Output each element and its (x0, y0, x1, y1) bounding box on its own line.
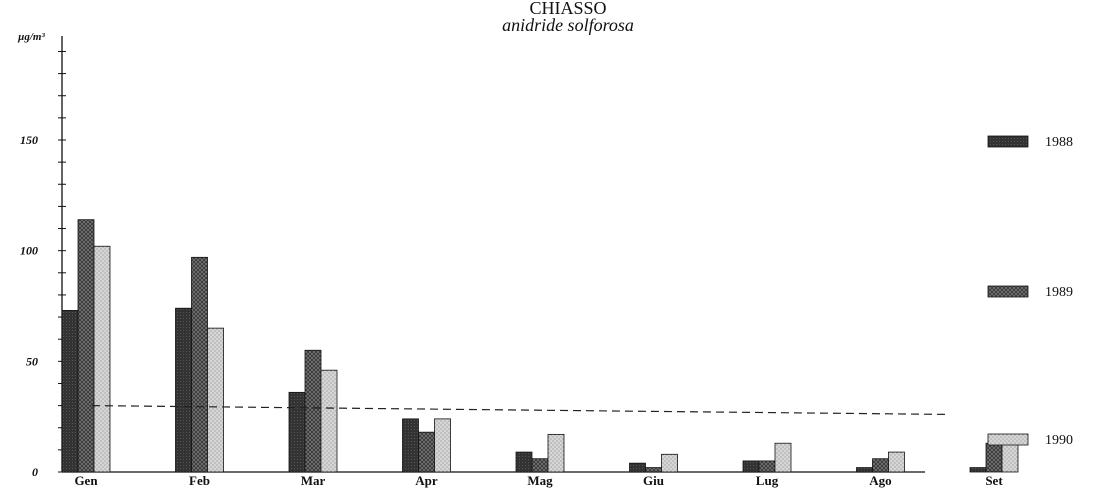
bar-giu-1989 (645, 467, 662, 473)
bar-set-1990 (1001, 440, 1019, 473)
bar-ago-1990 (888, 451, 905, 473)
bar-feb-1988 (175, 307, 192, 473)
x-tick-label: Mar (301, 473, 326, 488)
bar-apr-1989 (418, 431, 435, 473)
x-tick-label: Set (985, 473, 1003, 488)
x-tick-label: Gen (74, 473, 98, 488)
legend-swatch-1989 (987, 285, 1029, 298)
bar-mag-1989 (531, 458, 549, 473)
x-tick-label: Feb (189, 473, 210, 488)
bar-gen-1988 (61, 310, 79, 473)
bar-feb-1989 (191, 256, 208, 473)
bar-mar-1988 (288, 391, 306, 473)
x-tick-label: Ago (869, 473, 891, 488)
y-tick-label: 150 (20, 133, 38, 147)
bar-ago-1989 (872, 458, 889, 473)
x-tick-label: Mag (527, 473, 553, 488)
tick-labels: 050100150GenFebMarAprMagGiuLugAgoSetOttN… (20, 133, 1003, 488)
legend-label-1989: 1989 (1045, 285, 1073, 300)
y-axis-unit-label: µg/m³ (17, 31, 45, 43)
bar-giu-1988 (629, 462, 646, 473)
legend-swatch-1988 (987, 135, 1029, 148)
legend-label-1988: 1988 (1045, 135, 1073, 150)
bar-feb-1990 (207, 327, 224, 473)
bar-mag-1988 (515, 451, 533, 473)
x-tick-label: Lug (756, 473, 779, 488)
y-tick-label: 0 (32, 465, 38, 479)
bar-mar-1989 (304, 349, 322, 473)
bar-lug-1990 (774, 442, 792, 473)
legend: 1988 1989 1990 (987, 135, 1073, 448)
chart-title: CHIASSO (529, 0, 606, 18)
bar-apr-1990 (434, 418, 451, 473)
bar-set-1989 (985, 442, 1003, 473)
x-tick-label: Giu (643, 473, 664, 488)
bar-set-1988 (969, 467, 987, 473)
y-tick-label: 50 (26, 354, 38, 368)
bar-giu-1990 (661, 453, 678, 473)
bars (61, 219, 1019, 473)
chart-subtitle: anidride solforosa (502, 15, 634, 35)
legend-swatch-1990 (987, 433, 1029, 446)
bar-lug-1989 (758, 460, 776, 473)
legend-label-1990: 1990 (1045, 433, 1073, 448)
bar-gen-1989 (77, 219, 95, 473)
bar-gen-1990 (93, 245, 111, 473)
bar-mag-1990 (547, 433, 565, 473)
reference-dashed-line (91, 405, 951, 416)
bar-lug-1988 (742, 460, 760, 473)
x-tick-label: Apr (415, 473, 438, 488)
bar-mar-1990 (320, 369, 338, 473)
reference-line (91, 405, 951, 416)
bar-apr-1988 (402, 418, 419, 473)
bar-ago-1988 (856, 467, 873, 473)
y-tick-label: 100 (20, 244, 38, 258)
